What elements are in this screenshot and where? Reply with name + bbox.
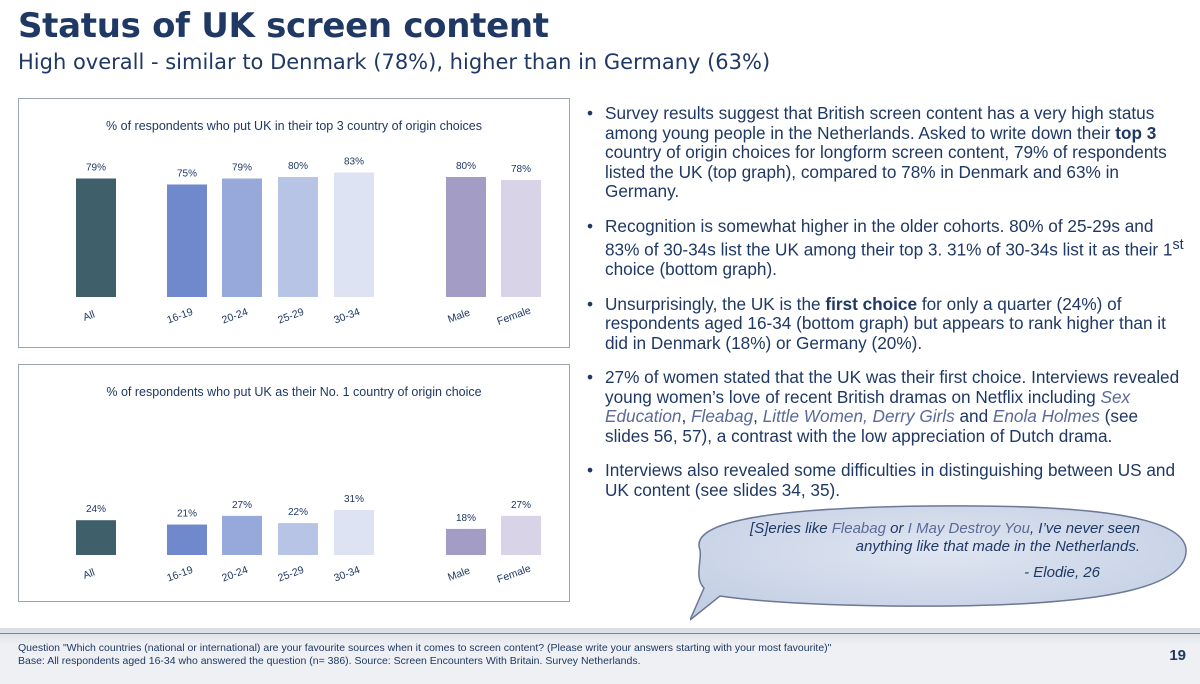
top3-tick-label-25-29: 25-29 <box>276 306 305 327</box>
top3-data-label-female: 78% <box>511 164 531 175</box>
first-tick-label-30-34: 30-34 <box>332 564 361 585</box>
footer-bar <box>0 628 1200 684</box>
finding-1: Survey results suggest that British scre… <box>585 103 1185 202</box>
first-bar-all <box>76 520 116 555</box>
footer-base: Base: All respondents aged 16-34 who ans… <box>18 655 641 667</box>
first-tick-label-20-24: 20-24 <box>220 564 249 585</box>
first-bar-female <box>501 515 541 555</box>
first-tick-label-25-29: 25-29 <box>276 564 305 585</box>
footer-notes: Question "Which countries (national or i… <box>18 642 831 668</box>
first-tick-label-male: Male <box>446 565 472 584</box>
first-data-label-20-24: 27% <box>232 500 252 511</box>
first-tick-label-16-19: 16-19 <box>165 564 194 585</box>
first-bar-male <box>446 528 486 555</box>
top3-data-label-all: 79% <box>86 163 106 174</box>
quote-bubble <box>690 505 1187 621</box>
findings-list: Survey results suggest that British scre… <box>585 103 1185 515</box>
footer-question: Question "Which countries (national or i… <box>18 642 832 654</box>
top3-tick-label-20-24: 20-24 <box>220 306 249 327</box>
slide-title: Status of UK screen content <box>18 6 549 46</box>
finding-3: Unsurprisingly, the UK is the first choi… <box>585 294 1185 354</box>
first-data-label-female: 27% <box>511 500 531 511</box>
first-tick-label-all: All <box>81 567 96 582</box>
first-bar-30-34 <box>334 510 374 555</box>
first-bar-25-29 <box>278 523 318 555</box>
first-data-label-25-29: 22% <box>288 507 308 518</box>
footer-divider <box>0 633 1200 634</box>
top3-tick-label-all: All <box>81 309 96 324</box>
top3-bar-20-24 <box>222 178 262 297</box>
top3-data-label-16-19: 75% <box>177 169 197 180</box>
slide-subtitle: High overall - similar to Denmark (78%),… <box>18 50 771 74</box>
top3-tick-label-30-34: 30-34 <box>332 306 361 327</box>
top3-bar-all <box>76 178 116 297</box>
top3-data-label-20-24: 79% <box>232 163 252 174</box>
top3-bar-female <box>501 180 541 297</box>
finding-2: Recognition is somewhat higher in the ol… <box>585 216 1185 280</box>
first-data-label-all: 24% <box>86 504 106 515</box>
first-data-label-16-19: 21% <box>177 509 197 520</box>
top3-bar-25-29 <box>278 177 318 297</box>
finding-4: 27% of women stated that the UK was thei… <box>585 368 1185 446</box>
page-number: 19 <box>1169 647 1186 664</box>
first-tick-label-female: Female <box>495 563 532 586</box>
top3-bar-male <box>446 177 486 297</box>
top3-data-label-male: 80% <box>456 161 476 172</box>
top3-tick-label-16-19: 16-19 <box>165 306 194 327</box>
first-data-label-male: 18% <box>456 513 476 524</box>
quote-text: [S]eries like Fleabag or I May Destroy Y… <box>740 520 1140 582</box>
top3-chart-plot: 79% All 75% 16-19 79% 20-24 80% 25-29 83% 30-34 80… <box>76 157 541 328</box>
first-bar-16-19 <box>167 524 207 555</box>
first-data-label-30-34: 31% <box>344 494 364 505</box>
top3-tick-label-female: Female <box>495 305 532 328</box>
top3-data-label-25-29: 80% <box>288 161 308 172</box>
quote-author: - Elodie, 26 <box>1024 564 1100 581</box>
top3-bar-30-34 <box>334 172 374 297</box>
first-choice-chart-plot: 24% All 21% 16-19 27% 20-24 22% 25-29 31% 30-34 18… <box>76 494 541 586</box>
top3-bar-16-19 <box>167 184 207 297</box>
finding-5: Interviews also revealed some difficulti… <box>585 461 1185 500</box>
top3-tick-label-male: Male <box>446 307 472 326</box>
top3-data-label-30-34: 83% <box>344 157 364 168</box>
first-choice-chart: % of respondents who put UK as their No.… <box>18 364 570 602</box>
top3-chart-title: % of respondents who put UK in their top… <box>106 119 482 133</box>
top3-chart: % of respondents who put UK in their top… <box>18 98 570 348</box>
first-bar-20-24 <box>222 515 262 555</box>
first-choice-chart-title: % of respondents who put UK as their No.… <box>106 385 482 399</box>
